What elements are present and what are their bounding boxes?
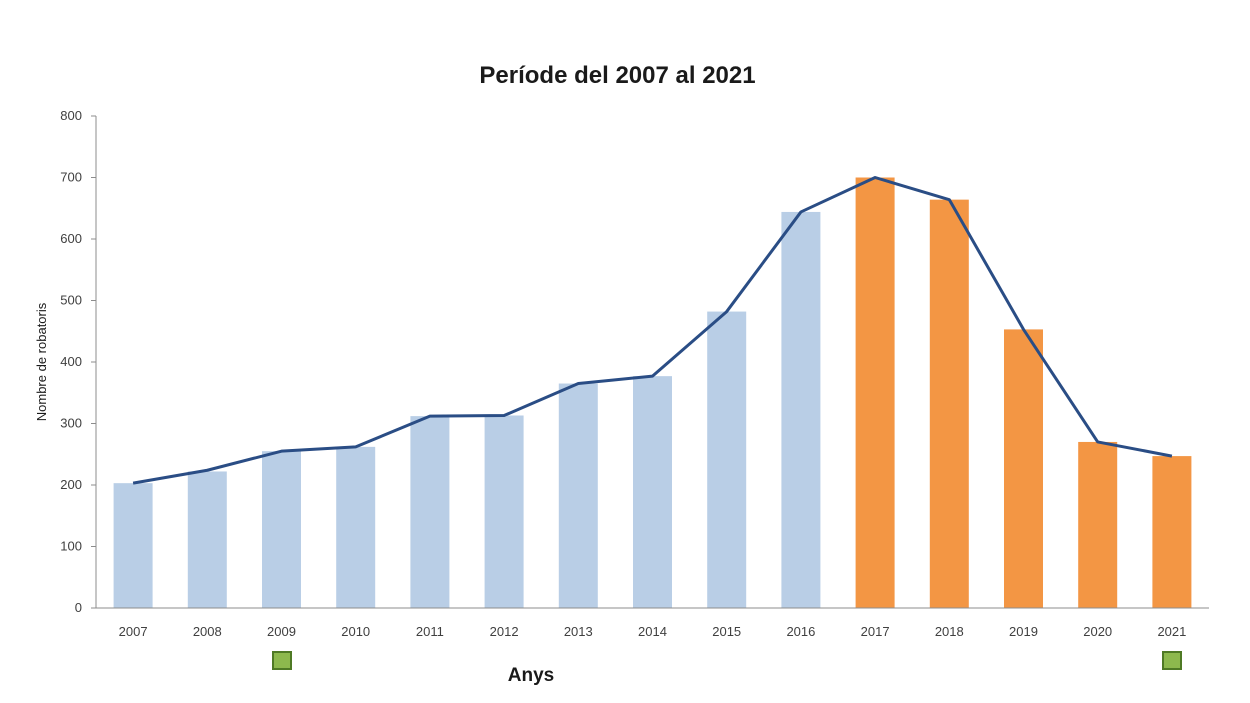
bar-2008 [187, 471, 227, 608]
x-tick-label: 2018 [935, 624, 964, 639]
y-tick-label: 300 [60, 416, 82, 431]
bar-2013 [558, 383, 598, 608]
marker-2021 [1161, 651, 1182, 670]
x-tick-label: 2009 [267, 624, 296, 639]
x-tick-label: 2013 [564, 624, 593, 639]
x-axis-title: Anys [508, 665, 554, 686]
y-ticks-group: 0 100 200 300 400 500 600 700 800 [60, 108, 96, 615]
x-tick-label: 2011 [416, 624, 444, 639]
x-tick-label: 2020 [1083, 624, 1112, 639]
x-tick-label: 2017 [861, 624, 890, 639]
bar-2017 [855, 177, 895, 608]
x-tick-label: 2015 [712, 624, 741, 639]
x-tick-label: 2021 [1157, 624, 1186, 639]
bars-group [113, 177, 1192, 608]
bar-2010 [336, 446, 376, 608]
bar-2016 [781, 211, 821, 608]
x-tick-label: 2016 [786, 624, 815, 639]
x-tick-label: 2014 [638, 624, 667, 639]
bar-2011 [410, 416, 450, 608]
y-tick-label: 400 [60, 354, 82, 369]
y-tick-label: 700 [60, 170, 82, 185]
y-tick-label: 0 [75, 600, 82, 615]
x-ticks-group: 2007 2008 2009 2010 2011 2012 2013 2014 2015 2016… [119, 624, 1187, 639]
y-tick-label: 500 [60, 293, 82, 308]
bar-2009 [262, 451, 301, 608]
trend-line [132, 176, 1173, 485]
y-tick-label: 200 [60, 477, 82, 492]
chart-title: Període del 2007 al 2021 [479, 62, 756, 89]
x-tick-label: 2007 [119, 624, 148, 639]
bar-2014 [633, 376, 672, 608]
bar-2020 [1078, 441, 1118, 608]
x-tick-label: 2008 [193, 624, 222, 639]
x-tick-label: 2012 [490, 624, 519, 639]
bar-2019 [1004, 329, 1043, 608]
bar-2018 [929, 199, 969, 608]
x-tick-label: 2019 [1009, 624, 1038, 639]
y-tick-label: 100 [60, 539, 82, 554]
y-axis-title: Nombre de robatoris [34, 302, 49, 421]
bar-2015 [707, 311, 747, 608]
bar-2007 [113, 483, 153, 608]
line-layer [132, 176, 1173, 485]
marker-2009 [271, 651, 292, 670]
y-tick-label: 600 [60, 231, 82, 246]
bar-2021 [1152, 456, 1192, 608]
bar-2012 [484, 415, 524, 608]
x-tick-label: 2010 [341, 624, 370, 639]
y-tick-label: 800 [60, 108, 82, 123]
